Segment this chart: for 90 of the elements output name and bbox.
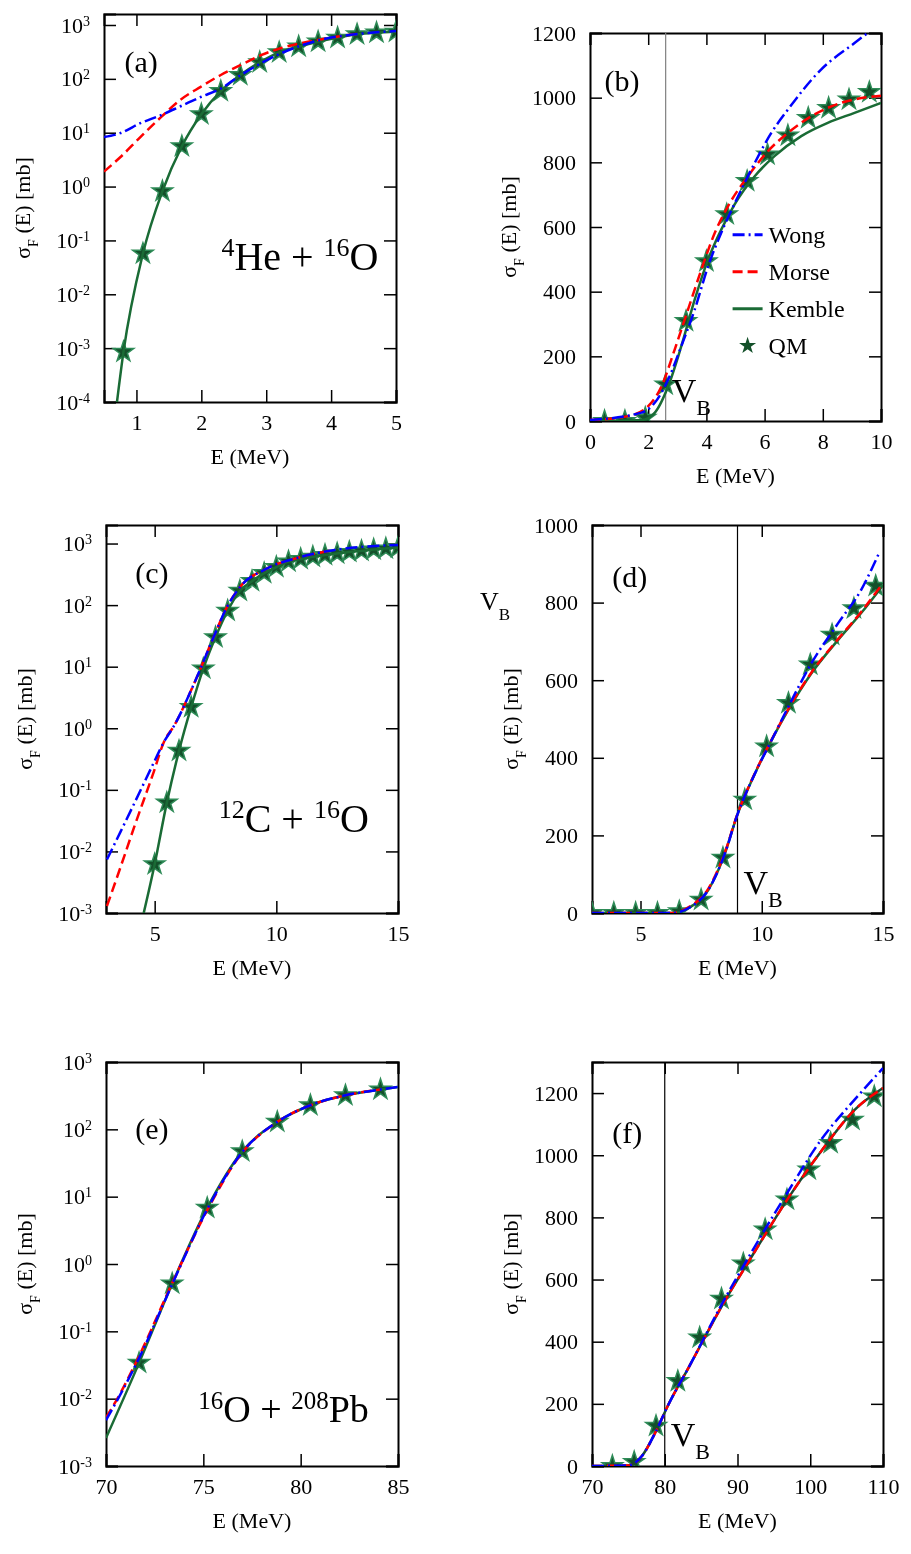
y-tick-label: 10$^{3}$ [61,12,90,38]
y-tick-label: 10$^{-2}$ [58,838,92,864]
y-tick-label: 400 [543,279,576,305]
annotation: (f) [612,1115,643,1150]
y-tick-label: 200 [545,1391,578,1417]
y-tick-label: 800 [545,1204,578,1230]
y-tick-label: 10$^{-3}$ [56,335,90,361]
y-tick-label: 10$^{-2}$ [56,281,90,307]
y-tick-label: 10$^{-1}$ [58,1318,92,1344]
x-axis-title: E (MeV) [210,444,290,469]
x-tick-label: 70 [581,1473,604,1499]
y-tick-label: 10$^{-1}$ [58,777,92,803]
x-tick-label: 75 [192,1473,215,1499]
y-tick-label: 400 [545,1329,578,1355]
y-tick-label: 800 [545,590,578,616]
y-tick-label: 10$^{2}$ [63,1116,92,1142]
legend-label: Kemble [768,296,845,323]
y-tick-label: 10$^{-3}$ [58,900,92,926]
annotation: $^{4}$He + $^{16}$O [221,232,379,280]
y-tick-label: 10$^{0}$ [63,715,92,741]
x-tick-label: 10 [751,920,774,946]
x-tick-label: 5 [391,409,402,435]
y-tick-label: 10$^{0}$ [61,174,90,200]
x-tick-label: 80 [654,1473,677,1499]
annotation: (a) [124,45,158,80]
y-tick-label: 200 [545,822,578,848]
x-tick-label: 5 [149,920,161,946]
x-tick-label: 4 [701,428,713,454]
x-tick-label: 15 [387,920,410,946]
x-tick-label: 1 [131,409,143,435]
y-tick-label: 0 [567,1453,578,1479]
y-tick-label: 10$^{0}$ [63,1251,92,1277]
x-tick-label: 70 [95,1473,118,1499]
annotation: (b) [604,64,640,99]
y-tick-label: 1200 [534,1080,578,1106]
x-axis-title: E (MeV) [696,463,775,488]
ref-line-label: V$_{B}$ [671,371,711,420]
x-tick-label: 85 [387,1473,410,1499]
x-tick-label: 2 [643,428,655,454]
y-tick-label: 10$^{-1}$ [56,227,90,253]
y-tick-label: 10$^{1}$ [63,654,92,680]
x-tick-label: 0 [585,428,596,454]
annotation: $^{16}$O + $^{208}$Pb [198,1386,369,1430]
legend-label: Wong [768,222,826,249]
x-tick-label: 10 [870,428,893,454]
y-tick-label: 10$^{-3}$ [58,1453,92,1479]
text: V$_{B}$ [479,587,511,624]
annotation: (e) [135,1111,169,1146]
y-tick-label: 0 [567,900,578,926]
y-tick-label: 600 [543,214,576,240]
legend-label: Morse [768,259,830,286]
y-tick-label: 10$^{3}$ [63,531,92,557]
y-tick-label: 10$^{-2}$ [58,1386,92,1412]
x-tick-label: 4 [326,409,338,435]
y-tick-label: 800 [543,149,576,175]
x-tick-label: 2 [196,409,208,435]
y-tick-label: 1200 [532,20,576,46]
annotation: (c) [135,556,169,591]
y-tick-label: 600 [545,667,578,693]
y-tick-label: 1000 [534,512,578,538]
annotation: $^{12}$C + $^{16}$O [218,794,369,841]
x-tick-label: 100 [794,1473,828,1499]
ref-line-label: V$_{B}$ [743,863,783,912]
y-tick-label: 10$^{-4}$ [56,389,90,415]
y-tick-label: 1000 [534,1142,578,1168]
x-tick-label: 5 [635,920,647,946]
y-tick-label: 600 [545,1267,578,1293]
x-axis-title: E (MeV) [212,955,292,980]
y-tick-label: 10$^{1}$ [63,1184,92,1210]
x-tick-label: 6 [759,428,771,454]
x-tick-label: 15 [872,920,895,946]
ref-line-label: V$_{B}$ [670,1415,710,1464]
y-tick-label: 400 [545,745,578,771]
y-tick-label: 1000 [532,85,576,111]
y-tick-label: 10$^{1}$ [61,120,90,146]
y-tick-label: 10$^{3}$ [63,1049,92,1075]
x-axis-title: E (MeV) [698,1508,777,1533]
annotation: (d) [612,560,648,595]
x-tick-label: 80 [290,1473,313,1499]
x-tick-label: 8 [817,428,829,454]
x-tick-label: 3 [261,409,273,435]
y-tick-label: 200 [543,343,576,369]
x-axis-title: E (MeV) [212,1508,292,1533]
x-axis-title: E (MeV) [698,955,777,980]
y-tick-label: 10$^{2}$ [61,66,90,92]
legend-label: QM [768,333,808,360]
y-tick-label: 10$^{2}$ [63,592,92,618]
x-tick-label: 90 [727,1473,749,1499]
x-tick-label: 110 [867,1473,900,1499]
x-tick-label: 10 [265,920,288,946]
